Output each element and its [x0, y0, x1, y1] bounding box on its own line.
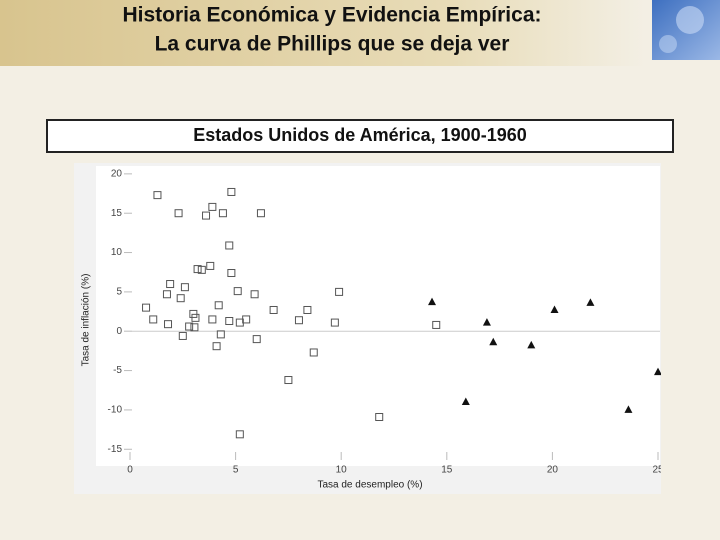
- triangle-point: [482, 318, 491, 326]
- square-point: [269, 305, 278, 314]
- y-tick-label: 20: [111, 169, 123, 180]
- x-tick-label: 15: [441, 465, 453, 476]
- square-point: [185, 322, 194, 331]
- square-point: [176, 294, 185, 303]
- slide-title: La curva de Phillips que se deja ver: [155, 33, 510, 56]
- triangle-point: [461, 397, 470, 406]
- decoration-circle: [659, 35, 677, 53]
- square-point: [225, 317, 234, 326]
- x-tick-label: 25: [652, 465, 664, 476]
- triangle-point: [550, 305, 559, 313]
- square-point: [214, 301, 223, 310]
- triangle-point: [428, 297, 437, 306]
- square-point: [178, 331, 187, 340]
- square-point: [174, 209, 183, 218]
- square-point: [227, 269, 236, 278]
- triangle-point: [586, 298, 595, 306]
- square-point: [212, 342, 221, 351]
- square-point: [162, 290, 171, 299]
- square-point: [190, 323, 199, 332]
- square-point: [218, 209, 227, 218]
- triangle-point: [654, 367, 661, 376]
- triangle-point: [527, 340, 536, 349]
- y-tick-label: 0: [116, 326, 122, 337]
- square-point: [149, 315, 158, 324]
- y-tick-label: 10: [111, 247, 123, 258]
- x-tick-label: 0: [127, 465, 133, 476]
- square-point: [164, 320, 173, 329]
- square-point: [375, 413, 384, 422]
- square-point: [208, 202, 217, 211]
- chart-title: Estados Unidos de América, 1900-1960: [193, 125, 526, 145]
- y-tick-label: -5: [113, 365, 122, 376]
- y-tick-label: -10: [108, 405, 123, 416]
- square-point: [284, 376, 293, 385]
- square-point: [303, 305, 312, 314]
- square-point: [225, 241, 234, 250]
- square-point: [294, 316, 303, 325]
- square-point: [208, 315, 217, 324]
- square-point: [256, 209, 265, 218]
- x-axis-label: Tasa de desempleo (%): [317, 480, 422, 491]
- triangle-point: [489, 337, 498, 346]
- square-point: [193, 265, 202, 274]
- square-point: [250, 290, 259, 299]
- chart: Tasa de desempleo (%) Tasa de inflación …: [74, 163, 664, 494]
- square-point: [142, 303, 151, 312]
- square-point: [216, 330, 225, 339]
- y-tick-label: 5: [116, 287, 122, 298]
- chart-title-box: [46, 119, 674, 153]
- square-point: [180, 283, 189, 292]
- square-point: [242, 315, 251, 324]
- triangle-point: [624, 405, 633, 413]
- square-point: [252, 335, 261, 344]
- x-tick-label: 10: [336, 465, 348, 476]
- y-tick-label: 15: [111, 208, 123, 219]
- square-point: [330, 318, 339, 327]
- square-point: [235, 430, 244, 439]
- square-point: [166, 280, 175, 289]
- square-point: [206, 261, 215, 270]
- square-point: [227, 187, 236, 196]
- square-point: [335, 287, 344, 296]
- square-point: [432, 320, 441, 329]
- square-point: [233, 287, 242, 296]
- header-band: [0, 0, 645, 66]
- slide-title: Historia Económica y Evidencia Empírica:: [123, 4, 542, 27]
- y-axis-label: Tasa de inflación (%): [81, 274, 92, 367]
- square-point: [202, 211, 211, 220]
- x-tick-label: 20: [547, 465, 559, 476]
- x-tick-label: 5: [233, 465, 239, 476]
- square-point: [197, 265, 206, 274]
- square-point: [153, 191, 162, 200]
- decoration-circle: [676, 6, 704, 34]
- square-point: [191, 313, 200, 322]
- y-tick-label: -15: [108, 444, 123, 455]
- square-point: [309, 348, 318, 357]
